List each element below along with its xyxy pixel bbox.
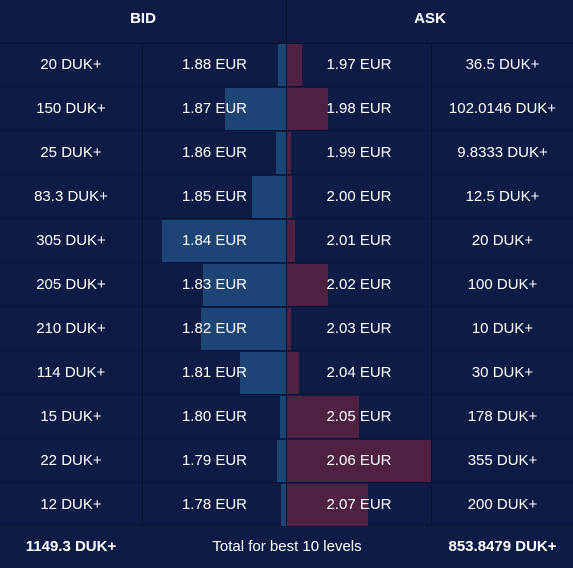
ask-depth-bar: [287, 176, 292, 218]
order-book-header: BID ASK: [0, 0, 573, 44]
bid-quantity: 25 DUK+: [40, 144, 102, 161]
order-book-row[interactable]: 205 DUK+ 1.83 EUR 2.02 EUR 100 DUK+: [0, 263, 573, 307]
ask-price: 1.99 EUR: [326, 144, 392, 161]
order-book-row[interactable]: 150 DUK+ 1.87 EUR 1.98 EUR 102.0146 DUK+: [0, 87, 573, 131]
bid-depth-bar: [203, 264, 286, 306]
bid-quantity: 305 DUK+: [36, 232, 106, 249]
bid-price: 1.79 EUR: [181, 452, 248, 469]
ask-quantity: 30 DUK+: [471, 364, 534, 381]
order-book-rows: 20 DUK+ 1.88 EUR 1.97 EUR 36.5 DUK+ 150 DUK+…: [0, 43, 573, 527]
bid-depth-bar: [240, 352, 286, 394]
ask-depth-bar: [287, 264, 328, 306]
ask-depth-bar: [287, 132, 291, 174]
bid-depth-bar: [252, 176, 286, 218]
ask-quantity: 36.5 DUK+: [465, 56, 540, 73]
bid-depth-bar: [201, 308, 286, 350]
ask-quantity: 12.5 DUK+: [465, 188, 540, 205]
ask-quantity: 102.0146 DUK+: [448, 100, 557, 117]
ask-quantity: 355 DUK+: [467, 452, 538, 469]
bid-depth-bar: [225, 88, 286, 130]
bid-depth-bar: [278, 44, 286, 86]
ask-quantity: 200 DUK+: [467, 496, 538, 513]
header-divider: [286, 0, 287, 43]
column-divider: [286, 43, 287, 524]
ask-header: ASK: [414, 10, 446, 27]
order-book-row[interactable]: 15 DUK+ 1.80 EUR 2.05 EUR 178 DUK+: [0, 395, 573, 439]
bid-depth-bar: [281, 484, 286, 526]
bid-header: BID: [130, 10, 156, 27]
ask-quantity: 9.8333 DUK+: [457, 144, 548, 161]
ask-price: 2.04 EUR: [326, 364, 392, 381]
order-book-row[interactable]: 305 DUK+ 1.84 EUR 2.01 EUR 20 DUK+: [0, 219, 573, 263]
ask-depth-bar: [287, 44, 302, 86]
column-divider: [431, 43, 432, 524]
ask-depth-bar: [287, 396, 359, 438]
bid-quantity: 22 DUK+: [40, 452, 102, 469]
bid-price: 1.80 EUR: [181, 408, 248, 425]
ask-depth-bar: [287, 220, 295, 262]
ask-depth-bar: [287, 484, 368, 526]
ask-quantity: 20 DUK+: [471, 232, 534, 249]
bid-depth-bar: [280, 396, 286, 438]
order-book-footer: 1149.3 DUK+ Total for best 10 levels 853…: [0, 524, 573, 566]
bid-depth-bar: [276, 132, 286, 174]
bid-price: 1.81 EUR: [181, 364, 248, 381]
bid-price: 1.84 EUR: [181, 232, 248, 249]
total-label: Total for best 10 levels: [212, 538, 362, 555]
bid-quantity: 12 DUK+: [40, 496, 102, 513]
bid-quantity: 205 DUK+: [36, 276, 106, 293]
order-book-row[interactable]: 114 DUK+ 1.81 EUR 2.04 EUR 30 DUK+: [0, 351, 573, 395]
bid-quantity: 150 DUK+: [36, 100, 106, 117]
bid-total: 1149.3 DUK+: [25, 538, 117, 555]
ask-quantity: 178 DUK+: [467, 408, 538, 425]
ask-total: 853.8479 DUK+: [448, 538, 557, 555]
ask-price: 1.97 EUR: [326, 56, 392, 73]
order-book-row[interactable]: 12 DUK+ 1.78 EUR 2.07 EUR 200 DUK+: [0, 483, 573, 527]
ask-quantity: 10 DUK+: [471, 320, 534, 337]
ask-depth-bar: [287, 352, 299, 394]
ask-price: 2.00 EUR: [326, 188, 392, 205]
ask-price: 2.03 EUR: [326, 320, 392, 337]
bid-quantity: 20 DUK+: [40, 56, 102, 73]
ask-price: 2.01 EUR: [326, 232, 392, 249]
ask-price: 2.02 EUR: [326, 276, 392, 293]
ask-quantity: 100 DUK+: [467, 276, 538, 293]
bid-price: 1.78 EUR: [181, 496, 248, 513]
ask-depth-bar: [287, 440, 431, 482]
bid-quantity: 83.3 DUK+: [34, 188, 108, 205]
bid-price: 1.83 EUR: [181, 276, 248, 293]
bid-quantity: 210 DUK+: [36, 320, 106, 337]
ask-price: 1.98 EUR: [326, 100, 392, 117]
ask-price: 2.05 EUR: [326, 408, 392, 425]
bid-price: 1.82 EUR: [181, 320, 248, 337]
bid-price: 1.87 EUR: [181, 100, 248, 117]
column-divider: [142, 43, 143, 524]
bid-price: 1.88 EUR: [181, 56, 248, 73]
ask-depth-bar: [287, 88, 328, 130]
ask-depth-bar: [287, 308, 291, 350]
ask-price: 2.06 EUR: [326, 452, 392, 469]
bid-depth-bar: [277, 440, 286, 482]
bid-quantity: 114 DUK+: [36, 364, 106, 381]
bid-price: 1.85 EUR: [181, 188, 248, 205]
order-book-row[interactable]: 25 DUK+ 1.86 EUR 1.99 EUR 9.8333 DUK+: [0, 131, 573, 175]
bid-price: 1.86 EUR: [181, 144, 248, 161]
ask-price: 2.07 EUR: [326, 496, 392, 513]
bid-depth-bar: [162, 220, 286, 262]
bid-quantity: 15 DUK+: [40, 408, 102, 425]
